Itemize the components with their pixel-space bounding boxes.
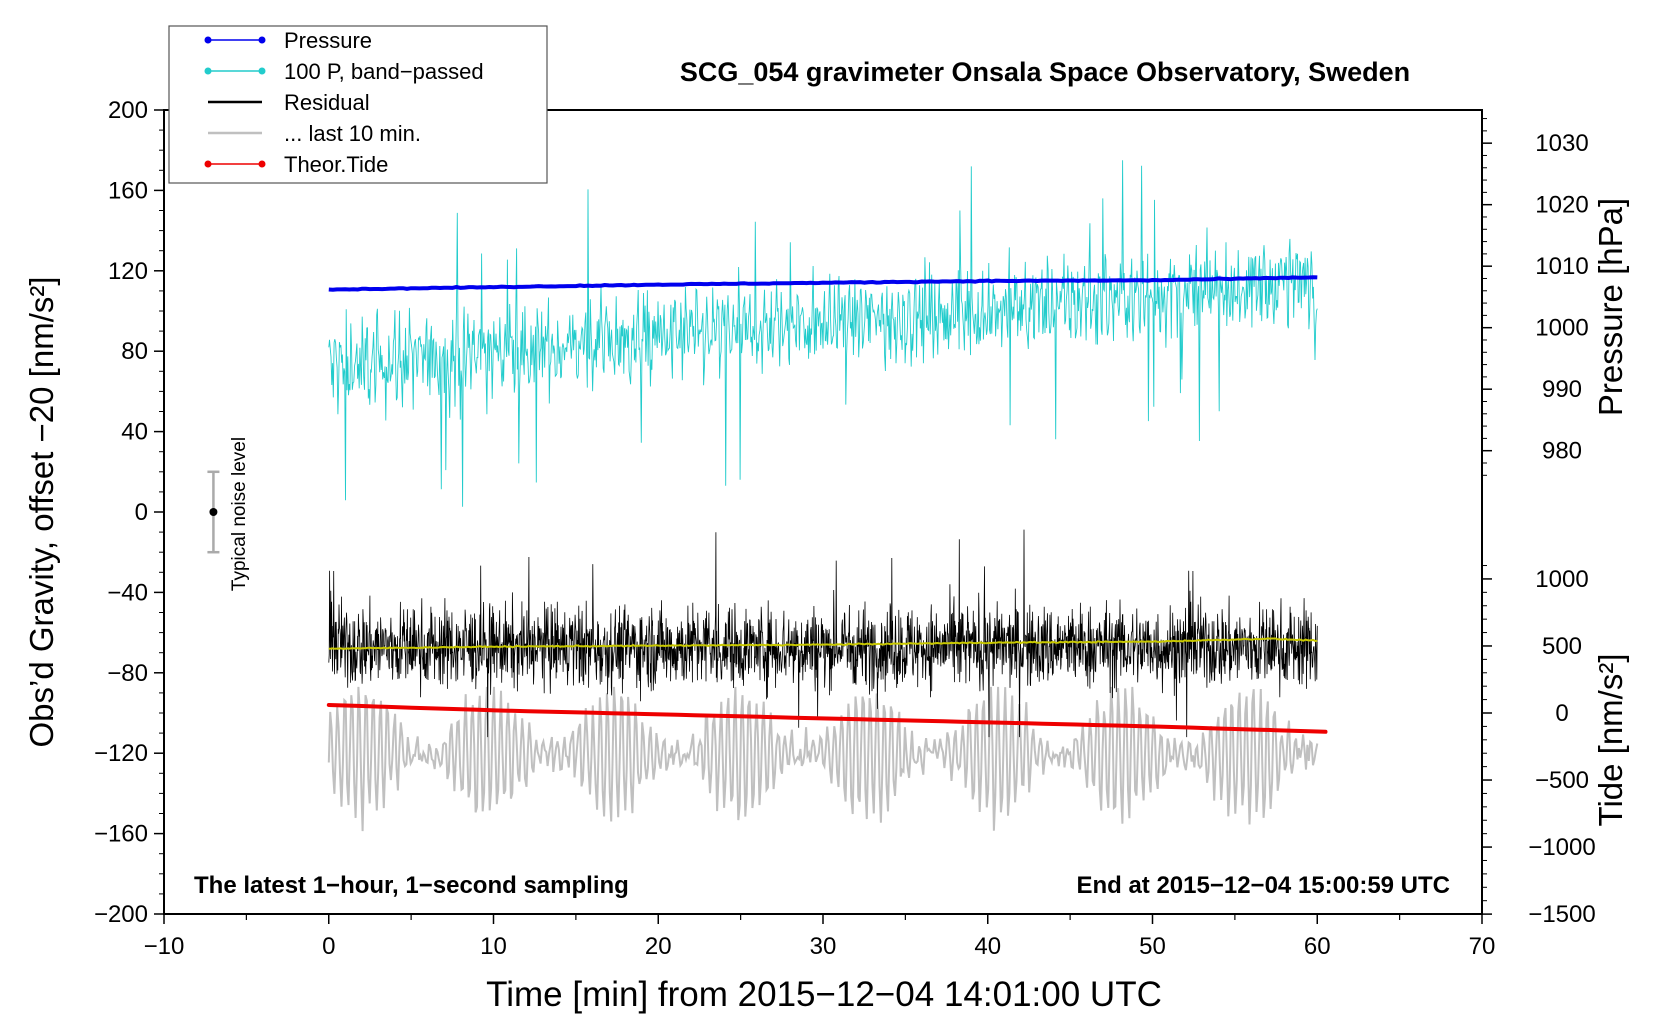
legend-label: 100 P, band−passed: [284, 59, 484, 84]
legend-swatch-marker: [204, 67, 212, 75]
x-tick-label: 10: [480, 933, 507, 960]
pressure-tick-label: 1000: [1535, 315, 1588, 342]
tide-axis-label: Tide [nm/s²]: [1592, 654, 1629, 827]
legend-box: [168, 25, 548, 184]
x-tick-label: 60: [1304, 933, 1331, 960]
y-left-tick-label: −120: [94, 740, 148, 767]
x-tick-label: 30: [810, 933, 837, 960]
legend-label: Pressure: [284, 28, 372, 53]
x-tick-label: 20: [645, 933, 672, 960]
legend: Pressure 100 P, band−passed Residual ... la…: [168, 25, 548, 184]
pressure-axis: 980 990 1000 1010 1020 1030: [1482, 118, 1589, 476]
tide-tick-label: 0: [1555, 700, 1568, 727]
legend-swatch-marker: [204, 160, 212, 168]
y-left-tick-label: 80: [121, 338, 148, 365]
legend-label: ... last 10 min.: [284, 121, 421, 146]
series-last10-line: [327, 686, 1319, 832]
y-left-tick-label: −40: [107, 579, 148, 606]
tide-tick-label: −1000: [1528, 834, 1595, 861]
pressure-tick-label: 990: [1542, 376, 1582, 403]
y-axis-left: −200 −160 −120 −80 −40 0 40 80 120 160 200: [94, 97, 164, 928]
noise-bar-label: Typical noise level: [229, 437, 250, 591]
y-axis-left-label: Obs’d Gravity, offset −20 [nm/s²]: [23, 276, 60, 747]
y-left-tick-label: 200: [108, 97, 148, 124]
x-axis-label: Time [min] from 2015−12−04 14:01:00 UTC: [486, 975, 1162, 1014]
legend-label: Theor.Tide: [284, 152, 388, 177]
y-left-tick-label: 0: [135, 499, 148, 526]
series-bandpassed-line: [328, 160, 1318, 507]
legend-swatch-marker: [204, 36, 212, 44]
y-left-tick-label: −80: [107, 660, 148, 687]
tide-tick-label: −1500: [1528, 901, 1595, 928]
pressure-tick-label: 1030: [1535, 130, 1588, 157]
series-pressure-line: [328, 275, 1318, 292]
legend-swatch-marker: [258, 36, 266, 44]
pressure-tick-label: 1010: [1535, 253, 1588, 280]
series-residual-smoothed-line: [328, 637, 1318, 650]
y-left-tick-label: 120: [108, 258, 148, 285]
chart-title: SCG_054 gravimeter Onsala Space Observat…: [680, 57, 1410, 87]
x-tick-label: −10: [144, 933, 185, 960]
x-tick-label: 50: [1139, 933, 1166, 960]
y-left-tick-label: 40: [121, 419, 148, 446]
tide-tick-label: 1000: [1535, 566, 1588, 593]
legend-label: Residual: [284, 90, 370, 115]
x-tick-label: 40: [974, 933, 1001, 960]
y-left-tick-label: −200: [94, 901, 148, 928]
x-axis: −10 0 10 20 30 40 50 60 70: [144, 914, 1496, 960]
x-tick-label: 0: [322, 933, 335, 960]
tide-tick-label: −500: [1535, 767, 1589, 794]
pressure-tick-label: 1020: [1535, 192, 1588, 219]
annotation-left: The latest 1−hour, 1−second sampling: [194, 872, 629, 899]
pressure-tick-label: 980: [1542, 438, 1582, 465]
annotation-right: End at 2015−12−04 15:00:59 UTC: [1076, 872, 1450, 899]
data-layer: [326, 160, 1328, 832]
y-left-tick-label: −160: [94, 821, 148, 848]
series-residual-line: [328, 529, 1318, 738]
tide-tick-label: 500: [1542, 633, 1582, 660]
x-tick-label: 70: [1469, 933, 1496, 960]
noise-bar-point: [209, 508, 218, 516]
legend-swatch-marker: [258, 67, 266, 75]
legend-swatch-marker: [258, 160, 266, 168]
tide-axis: −1500 −1000 −500 0 500 1000: [1482, 565, 1596, 928]
series-tide-line: [326, 703, 1328, 734]
noise-bar: [207, 470, 220, 554]
y-left-tick-label: 160: [108, 177, 148, 204]
pressure-axis-label: Pressure [hPa]: [1592, 198, 1629, 416]
